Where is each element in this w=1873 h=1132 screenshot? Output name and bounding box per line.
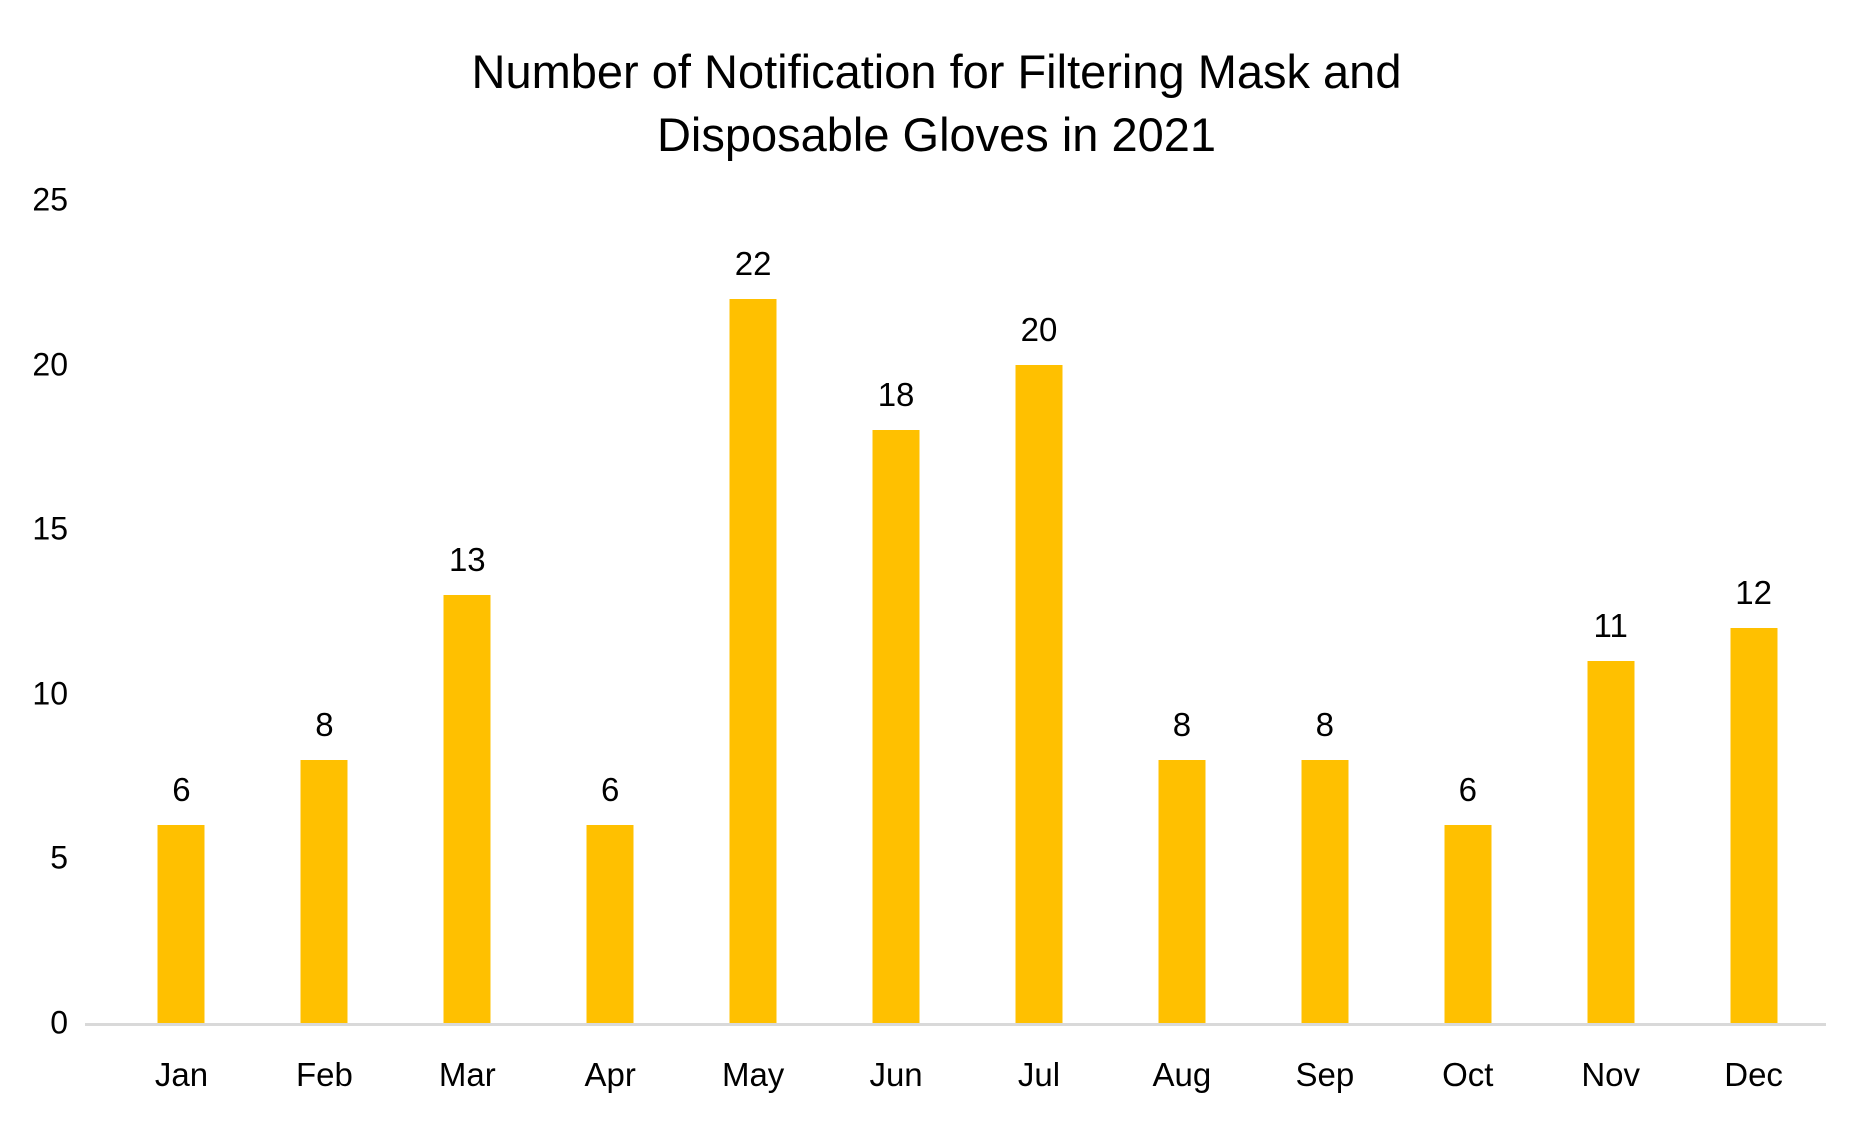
x-axis-label-may: May bbox=[721, 1056, 785, 1093]
x-axis: Jan Feb Mar Apr May Jun Jul Aug Sep Oct Nov Dec bbox=[110, 1056, 1825, 1094]
bar-jun bbox=[872, 430, 920, 1023]
bar-feb bbox=[300, 759, 348, 1023]
bar-apr bbox=[586, 825, 634, 1023]
bar-value-label-jun: 18 bbox=[877, 376, 915, 414]
bar-value-label-oct: 6 bbox=[1458, 771, 1477, 809]
x-axis-label-aug: Aug bbox=[1152, 1056, 1212, 1093]
bar-aug bbox=[1158, 759, 1206, 1023]
plot-area: 6 8 13 6 22 18 20 8 8 6 11 12 bbox=[110, 200, 1825, 1023]
y-axis-tick-label-15: 15 bbox=[32, 510, 68, 547]
x-axis-label-jun: Jun bbox=[869, 1056, 923, 1093]
bar-group-jan: 6 bbox=[110, 200, 253, 1023]
bar-oct bbox=[1444, 825, 1492, 1023]
bar-value-label-sep: 8 bbox=[1315, 705, 1335, 743]
x-axis-label-oct: Oct bbox=[1442, 1056, 1494, 1093]
x-axis-label-sep: Sep bbox=[1295, 1056, 1355, 1093]
bar-group-oct: 6 bbox=[1396, 200, 1539, 1023]
bar-value-label-feb: 8 bbox=[315, 705, 334, 743]
bar-group-aug: 8 bbox=[1110, 200, 1253, 1023]
bar-value-label-jul: 20 bbox=[1020, 310, 1058, 348]
bar-value-label-may: 22 bbox=[734, 244, 772, 282]
bar-group-nov: 11 bbox=[1539, 200, 1682, 1023]
bar-group-feb: 8 bbox=[253, 200, 396, 1023]
y-axis: 0 5 10 15 20 25 bbox=[0, 182, 68, 1041]
bar-jan bbox=[157, 825, 205, 1023]
bar-value-label-mar: 13 bbox=[448, 541, 486, 579]
bar-group-mar: 13 bbox=[396, 200, 539, 1023]
bar-mar bbox=[443, 595, 491, 1023]
x-axis-label-jan: Jan bbox=[154, 1056, 209, 1093]
bar-group-may: 22 bbox=[682, 200, 825, 1023]
chart-title-line-2: Disposable Gloves in 2021 bbox=[656, 108, 1217, 161]
bar-nov bbox=[1587, 660, 1635, 1023]
bar-group-jul: 20 bbox=[968, 200, 1111, 1023]
bar-sep bbox=[1301, 759, 1349, 1023]
x-axis-label-nov: Nov bbox=[1581, 1056, 1641, 1093]
bar-group-apr: 6 bbox=[539, 200, 682, 1023]
bar-group-dec: 12 bbox=[1682, 200, 1825, 1023]
y-axis-tick-label-25: 25 bbox=[32, 181, 68, 218]
bar-may bbox=[729, 298, 777, 1023]
x-axis-line bbox=[85, 1023, 1826, 1026]
bar-group-sep: 8 bbox=[1253, 200, 1396, 1023]
bar-value-label-aug: 8 bbox=[1172, 705, 1192, 743]
bar-group-jun: 18 bbox=[825, 200, 968, 1023]
chart-title-line-1: Number of Notification for Filtering Mas… bbox=[471, 45, 1402, 98]
bar-value-label-apr: 6 bbox=[601, 771, 620, 809]
chart-title: Number of Notification for Filtering Mas… bbox=[0, 40, 1873, 166]
y-axis-tick-label-5: 5 bbox=[50, 839, 68, 876]
x-axis-label-jul: Jul bbox=[1017, 1056, 1061, 1093]
y-axis-tick-label-20: 20 bbox=[32, 346, 68, 383]
x-axis-label-mar: Mar bbox=[438, 1056, 496, 1093]
y-axis-tick-label-10: 10 bbox=[32, 675, 68, 712]
y-axis-tick-label-0: 0 bbox=[50, 1004, 68, 1041]
x-axis-label-feb: Feb bbox=[295, 1056, 353, 1093]
bar-jul bbox=[1015, 364, 1063, 1023]
x-axis-label-apr: Apr bbox=[584, 1056, 636, 1093]
x-axis-label-dec: Dec bbox=[1724, 1056, 1783, 1093]
bar-value-label-nov: 11 bbox=[1593, 606, 1628, 644]
bar-value-label-dec: 12 bbox=[1735, 573, 1772, 611]
bar-value-label-jan: 6 bbox=[172, 771, 191, 809]
bar-dec bbox=[1730, 627, 1778, 1023]
